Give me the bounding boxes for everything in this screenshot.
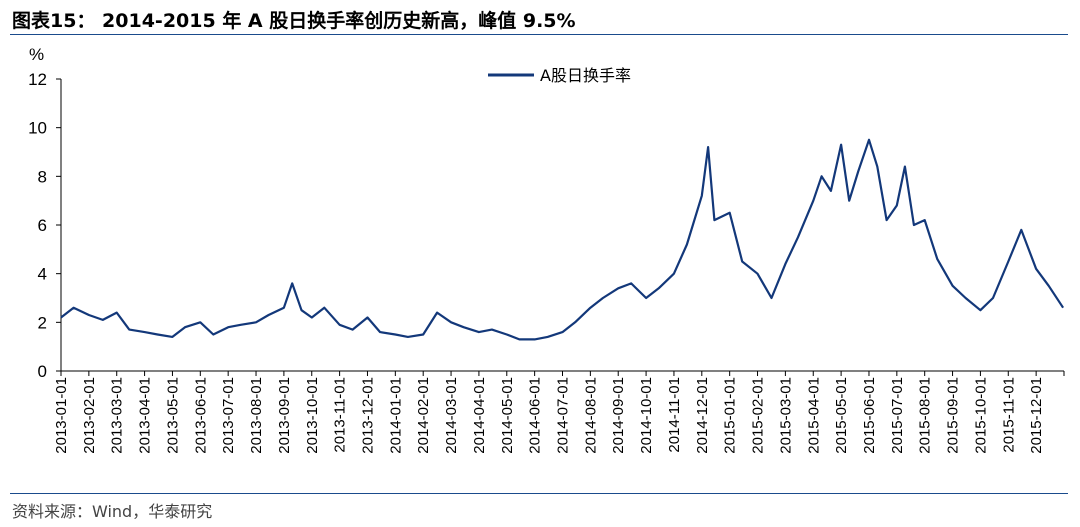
x-tick-label: 2015-01-01 [722,377,739,454]
x-tick-label: 2014-08-01 [582,377,599,454]
x-tick-label: 2014-02-01 [415,377,432,454]
source-note: 资料来源：Wind，华泰研究 [12,502,213,521]
x-tick-label: 2015-11-01 [1000,377,1017,453]
chart-title: 图表15： 2014-2015 年 A 股日换手率创历史新高，峰值 9.5% [12,10,576,32]
x-tick-label: 2013-12-01 [359,377,376,454]
x-tick-label: 2013-04-01 [137,377,154,454]
y-tick-label: 8 [38,167,47,186]
x-axis-ticks: 2013-01-01 2013-02-01 2013-03-01 2013-04-01… [53,371,1065,454]
title-rule [10,34,1068,35]
x-tick-label: 2013-09-01 [276,377,293,454]
x-tick-label: 2015-04-01 [805,377,822,454]
y-tick-label: 6 [38,216,47,235]
x-tick-label: 2014-01-01 [387,377,404,454]
x-tick-label: 2013-06-01 [192,377,209,454]
y-axis-unit-label: % [29,45,44,64]
x-tick-label: 2013-03-01 [109,377,126,454]
x-tick-label: 2013-01-01 [53,377,70,454]
legend-label: A股日换手率 [540,66,631,85]
x-tick-label: 2015-05-01 [833,377,850,454]
y-tick-label: 2 [38,313,47,332]
x-tick-label: 2015-06-01 [861,377,878,454]
x-tick-label: 2014-03-01 [443,377,460,454]
x-tick-label: 2013-10-01 [304,377,321,454]
y-axis-ticks: 0 2 4 6 8 10 12 [28,70,61,381]
x-tick-label: 2015-10-01 [972,377,989,454]
x-tick-label: 2015-07-01 [889,377,906,454]
y-tick-label: 10 [28,119,47,138]
x-tick-label: 2014-11-01 [666,377,683,453]
x-tick-label: 2014-09-01 [610,377,627,454]
x-tick-label: 2014-10-01 [638,377,655,454]
y-tick-label: 4 [38,265,47,284]
x-tick-label: 2015-09-01 [945,377,962,454]
x-tick-label: 2015-03-01 [777,377,794,454]
series-line [60,138,1065,341]
x-tick-label: 2015-02-01 [750,377,767,454]
chart-legend: A股日换手率 [488,66,631,85]
x-tick-label: 2014-12-01 [694,377,711,454]
x-tick-label: 2013-11-01 [332,377,349,453]
x-tick-label: 2013-07-01 [220,377,237,454]
x-tick-label: 2014-04-01 [471,377,488,454]
x-tick-label: 2013-05-01 [164,377,181,454]
y-tick-label: 12 [28,70,47,89]
x-tick-label: 2013-08-01 [248,377,265,454]
x-tick-label: 2014-05-01 [499,377,516,454]
x-tick-label: 2013-02-01 [81,377,98,454]
footer-rule [10,493,1068,494]
x-tick-label: 2014-06-01 [527,377,544,454]
x-tick-label: 2014-07-01 [555,377,572,454]
plot-area [60,138,1065,341]
x-tick-label: 2015-08-01 [917,377,934,454]
y-tick-label: 0 [38,362,47,381]
x-tick-label: 2015-12-01 [1028,377,1045,454]
